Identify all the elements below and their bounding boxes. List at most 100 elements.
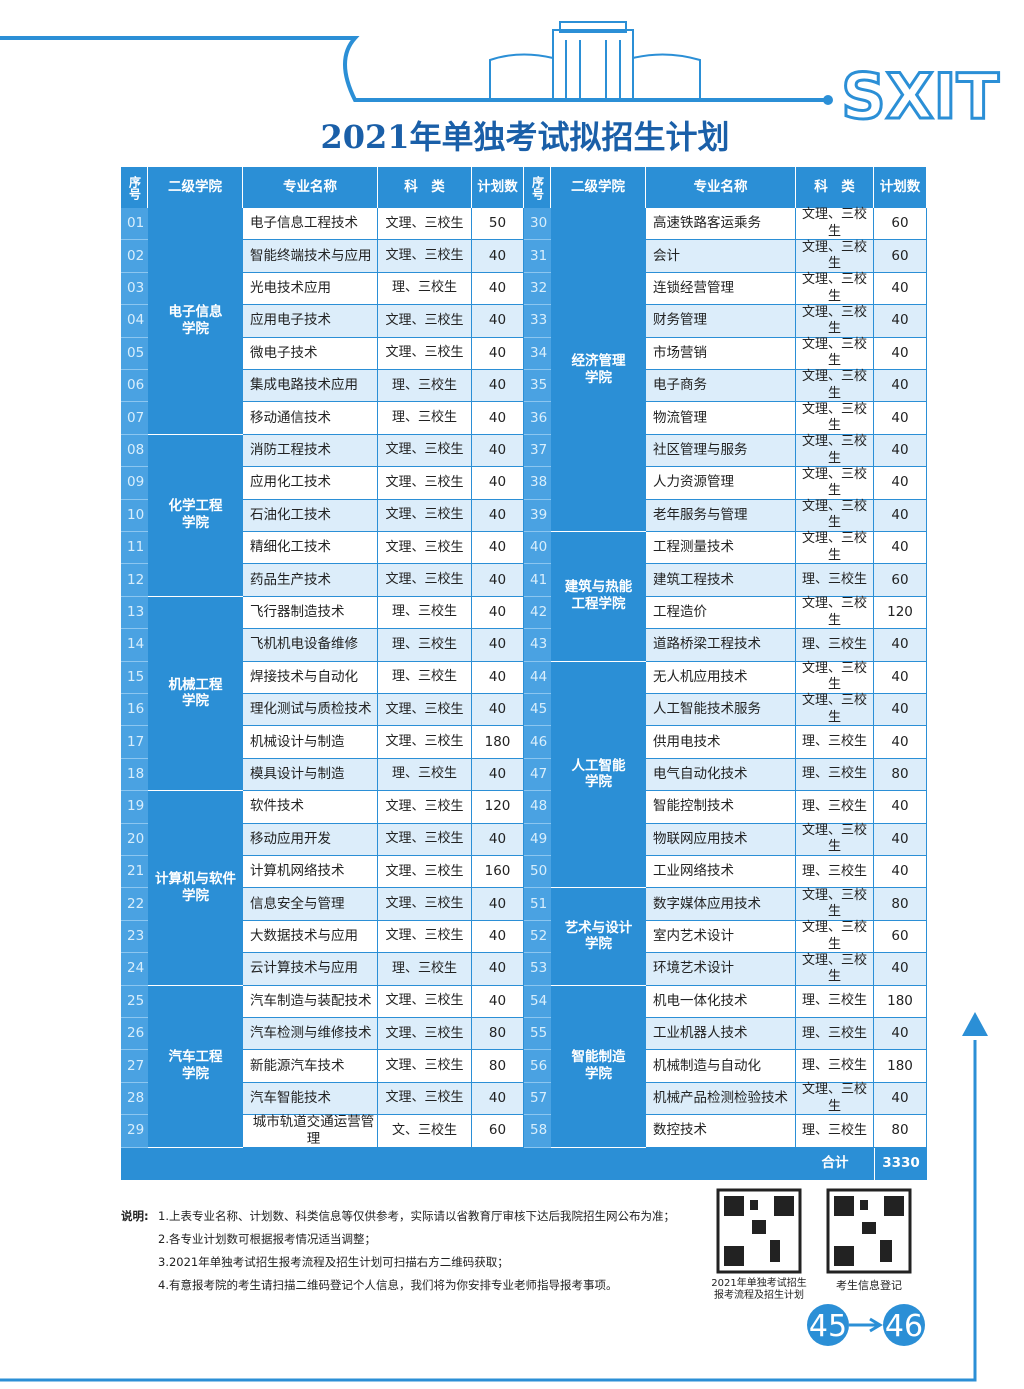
major: 模具设计与制造	[243, 758, 378, 792]
column-header: 序号	[524, 167, 551, 208]
row-number: 50	[524, 856, 551, 889]
plan: 40	[874, 791, 927, 824]
plan: 40	[472, 337, 524, 370]
major: 无人机应用技术	[646, 661, 796, 694]
category: 文理、三校生	[378, 985, 472, 1018]
major: 理化测试与质检技术	[243, 694, 378, 727]
plan: 120	[874, 596, 927, 630]
category: 理、三校生	[796, 1050, 874, 1083]
row-number: 26	[121, 1018, 148, 1051]
total-value: 3330	[874, 1147, 927, 1180]
plan: 40	[472, 953, 524, 986]
plan: 40	[874, 305, 927, 338]
major: 室内艺术设计	[646, 920, 796, 954]
logo: SXIT	[841, 60, 999, 133]
plan: 40	[874, 1082, 927, 1116]
row-number: 21	[121, 856, 148, 889]
major: 微电子技术	[243, 337, 378, 370]
category: 理、三校生	[378, 402, 472, 435]
column-header: 专业名称	[243, 167, 378, 208]
row-number: 40	[524, 532, 551, 565]
category: 文理、三校生	[796, 531, 874, 565]
note: 4.有意报考院的考生请扫描二维码登记个人信息，我们将为你安排专业老师指导报考事项…	[158, 1278, 618, 1292]
plan: 180	[874, 985, 927, 1018]
category: 文理、三校生	[378, 888, 472, 921]
major: 应用化工技术	[243, 467, 378, 500]
major: 数字媒体应用技术	[646, 888, 796, 921]
plan: 40	[874, 661, 927, 694]
row-number: 32	[524, 272, 551, 306]
category: 理、三校生	[796, 564, 874, 597]
category: 文理、三校生	[378, 208, 472, 241]
major: 城市轨道交通运营管理	[243, 1114, 378, 1148]
major: 物流管理	[646, 402, 796, 435]
major: 信息安全与管理	[243, 888, 378, 921]
column-header: 二级学院	[551, 167, 646, 208]
row-number: 14	[121, 629, 148, 662]
major: 药品生产技术	[243, 564, 378, 597]
category: 文理、三校生	[796, 499, 874, 532]
column-header: 计划数	[472, 167, 524, 208]
major: 工程造价	[646, 596, 796, 630]
building	[489, 21, 701, 101]
category: 理、三校生	[378, 758, 472, 792]
row-number: 31	[524, 240, 551, 273]
frame-line	[0, 1040, 977, 1382]
plan: 40	[874, 694, 927, 727]
major: 飞机机电设备维修	[243, 629, 378, 662]
category: 理、三校生	[796, 758, 874, 792]
category: 文理、三校生	[796, 467, 874, 500]
plan: 40	[472, 661, 524, 694]
category: 理、三校生	[378, 596, 472, 630]
row-number: 03	[121, 272, 148, 306]
column-header: 序号	[121, 167, 148, 208]
major: 移动应用开发	[243, 823, 378, 856]
major: 环境艺术设计	[646, 953, 796, 986]
qr-codes	[716, 1188, 912, 1274]
major: 物联网应用技术	[646, 823, 796, 856]
notes-label: 说明:	[121, 1209, 149, 1223]
column-header: 科 类	[796, 167, 874, 208]
row-number: 43	[524, 629, 551, 662]
row-number: 23	[121, 920, 148, 954]
plan: 40	[874, 499, 927, 532]
plan: 180	[874, 1050, 927, 1083]
row-number: 17	[121, 726, 148, 759]
plan: 40	[472, 596, 524, 630]
row-number: 25	[121, 985, 148, 1018]
category: 文理、三校生	[796, 402, 874, 435]
category: 理、三校生	[796, 1018, 874, 1051]
row-number: 36	[524, 402, 551, 435]
category: 文理、三校生	[796, 920, 874, 954]
plan: 80	[472, 1018, 524, 1051]
category: 理、三校生	[378, 272, 472, 306]
category: 文理、三校生	[796, 693, 874, 727]
plan: 80	[472, 1050, 524, 1083]
row-number: 34	[524, 337, 551, 370]
row-number: 04	[121, 305, 148, 338]
category: 文理、三校生	[378, 856, 472, 889]
plan: 40	[472, 888, 524, 921]
category: 文理、三校生	[378, 1050, 472, 1083]
category: 文理、三校生	[796, 888, 874, 921]
category: 理、三校生	[796, 726, 874, 759]
row-number: 10	[121, 499, 148, 532]
row-number: 55	[524, 1018, 551, 1051]
major: 焊接技术与自动化	[243, 661, 378, 694]
major: 数控技术	[646, 1115, 796, 1148]
row-number: 45	[524, 694, 551, 727]
plan: 40	[472, 532, 524, 565]
plan: 160	[472, 856, 524, 889]
total-bar	[121, 1147, 874, 1180]
page-circle	[807, 1304, 849, 1346]
plan: 40	[472, 499, 524, 532]
row-number: 44	[524, 661, 551, 694]
row-number: 49	[524, 823, 551, 856]
major: 智能控制技术	[646, 791, 796, 824]
row-number: 19	[121, 791, 148, 824]
category: 理、三校生	[796, 856, 874, 889]
category: 理、三校生	[796, 629, 874, 662]
note: 3.2021年单独考试招生报考流程及招生计划可扫描右方二维码获取；	[158, 1255, 509, 1269]
plan: 40	[472, 1082, 524, 1116]
